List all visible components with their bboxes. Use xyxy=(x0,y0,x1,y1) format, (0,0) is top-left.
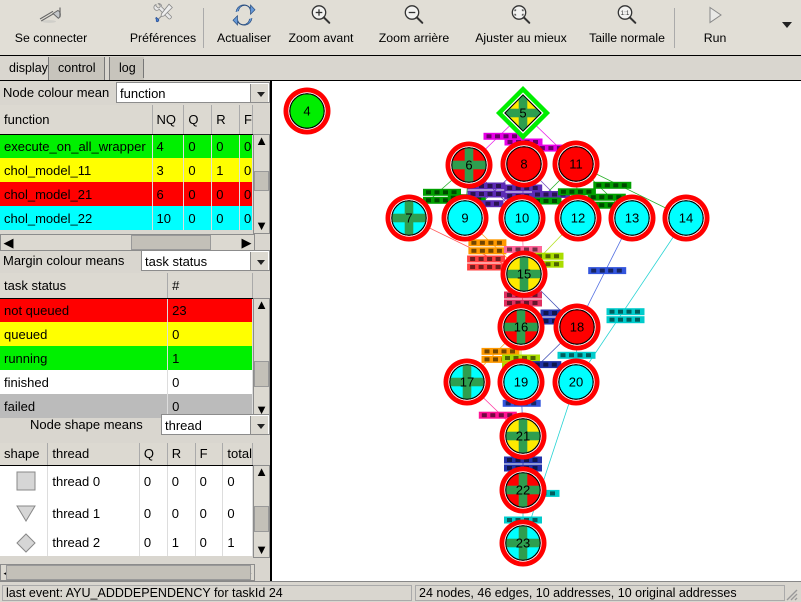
svg-text:14: 14 xyxy=(679,210,693,225)
svg-text:13: 13 xyxy=(625,210,639,225)
svg-text:4: 4 xyxy=(303,103,310,118)
svg-text:15: 15 xyxy=(517,266,531,281)
svg-text:19: 19 xyxy=(514,374,528,389)
svg-text:23: 23 xyxy=(516,535,530,550)
svg-text:22: 22 xyxy=(516,482,530,497)
svg-text:18: 18 xyxy=(570,319,584,334)
svg-text:17: 17 xyxy=(460,374,474,389)
svg-text:8: 8 xyxy=(520,156,527,171)
svg-text:10: 10 xyxy=(515,210,529,225)
svg-text:12: 12 xyxy=(571,210,585,225)
svg-text:11: 11 xyxy=(569,156,583,171)
svg-text:9: 9 xyxy=(461,210,468,225)
svg-text:21: 21 xyxy=(516,428,530,443)
svg-text:20: 20 xyxy=(569,374,583,389)
svg-text:1:1: 1:1 xyxy=(621,10,630,17)
svg-text:5: 5 xyxy=(519,105,526,120)
svg-text:16: 16 xyxy=(514,319,528,334)
svg-text:7: 7 xyxy=(405,210,412,225)
svg-text:6: 6 xyxy=(465,157,472,172)
